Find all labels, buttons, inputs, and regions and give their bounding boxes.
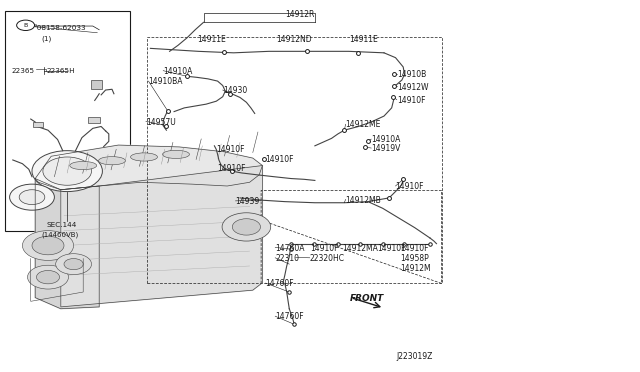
Text: 14910F: 14910F bbox=[397, 96, 426, 105]
Text: 14910F: 14910F bbox=[310, 244, 339, 253]
Text: 14912ME: 14912ME bbox=[346, 120, 381, 129]
Text: FRONT: FRONT bbox=[350, 294, 385, 303]
Text: 14760F: 14760F bbox=[275, 312, 304, 321]
Polygon shape bbox=[35, 145, 262, 190]
Ellipse shape bbox=[131, 153, 157, 161]
Text: J223019Z: J223019Z bbox=[397, 352, 433, 361]
Text: 14958P: 14958P bbox=[400, 254, 429, 263]
Circle shape bbox=[32, 151, 102, 192]
Text: 14910A: 14910A bbox=[371, 135, 401, 144]
Text: 14912MA: 14912MA bbox=[342, 244, 378, 253]
Text: 14760F: 14760F bbox=[266, 279, 294, 288]
Ellipse shape bbox=[99, 157, 125, 165]
Polygon shape bbox=[35, 179, 99, 309]
Text: 14912R: 14912R bbox=[285, 10, 314, 19]
Text: 14910A: 14910A bbox=[163, 67, 193, 76]
Text: (1): (1) bbox=[42, 36, 52, 42]
Circle shape bbox=[32, 236, 64, 255]
Ellipse shape bbox=[163, 150, 189, 158]
Text: 14939: 14939 bbox=[236, 197, 260, 206]
Bar bbox=[5, 11, 130, 231]
Text: 14957U: 14957U bbox=[146, 118, 175, 126]
Text: 14910F: 14910F bbox=[266, 155, 294, 164]
Circle shape bbox=[19, 190, 45, 205]
Circle shape bbox=[10, 184, 54, 210]
Text: 14910BA: 14910BA bbox=[148, 77, 183, 86]
Circle shape bbox=[36, 270, 60, 284]
Bar bbox=[33, 122, 43, 127]
Circle shape bbox=[43, 157, 92, 185]
Text: °08158-62033: °08158-62033 bbox=[33, 25, 86, 31]
Text: 22365H: 22365H bbox=[46, 68, 75, 74]
Circle shape bbox=[56, 254, 92, 275]
Text: 14910F: 14910F bbox=[396, 182, 424, 191]
Text: 22320HC: 22320HC bbox=[310, 254, 345, 263]
Text: SEC.144: SEC.144 bbox=[46, 222, 76, 228]
Text: 14912MB: 14912MB bbox=[346, 196, 381, 205]
Bar bbox=[91, 80, 102, 89]
Bar bbox=[88, 117, 100, 123]
Text: 14910B: 14910B bbox=[397, 70, 426, 79]
Text: 14919V: 14919V bbox=[371, 144, 401, 153]
Text: 14911E: 14911E bbox=[197, 35, 226, 44]
Text: 14911E: 14911E bbox=[349, 35, 378, 44]
Text: 14930: 14930 bbox=[223, 86, 247, 95]
Circle shape bbox=[232, 219, 260, 235]
Text: 14910F: 14910F bbox=[218, 164, 246, 173]
Ellipse shape bbox=[70, 161, 97, 170]
Circle shape bbox=[222, 213, 271, 241]
Text: 22365: 22365 bbox=[12, 68, 35, 74]
Text: 14760A: 14760A bbox=[275, 244, 305, 253]
Text: 14910F: 14910F bbox=[378, 244, 406, 253]
Text: 14912W: 14912W bbox=[397, 83, 428, 92]
Text: 14910F: 14910F bbox=[216, 145, 245, 154]
Circle shape bbox=[22, 231, 74, 260]
Text: 14912M: 14912M bbox=[400, 264, 431, 273]
Text: 14910F: 14910F bbox=[400, 244, 429, 253]
Circle shape bbox=[28, 265, 68, 289]
Circle shape bbox=[64, 259, 83, 270]
Text: 14912ND: 14912ND bbox=[276, 35, 312, 44]
Circle shape bbox=[17, 20, 35, 31]
Polygon shape bbox=[61, 166, 262, 307]
Text: B: B bbox=[24, 23, 28, 28]
Text: (14460VB): (14460VB) bbox=[42, 232, 79, 238]
Text: 22310: 22310 bbox=[275, 254, 300, 263]
